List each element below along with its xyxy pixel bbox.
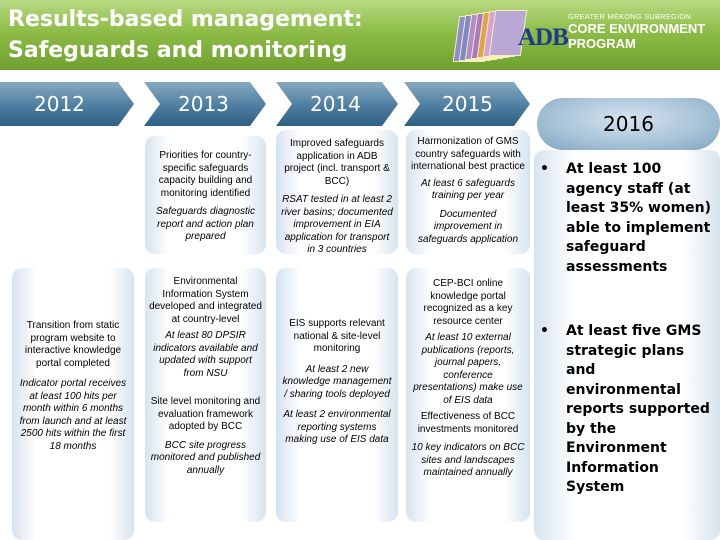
year-label-2014: 2014 xyxy=(310,92,361,116)
page-title: Results-based management: Safeguards and… xyxy=(8,4,363,66)
gms-logo-icon xyxy=(452,10,528,62)
box-2013-bottom: Environmental Information System develop… xyxy=(145,268,266,522)
indicator-2013-bcc-progress: BCC site progress monitored and publishe… xyxy=(150,439,261,476)
milestone-2015-harmonization: Harmonization of GMS country safeguards … xyxy=(411,136,525,172)
milestone-2015-portal: CEP-BCI online knowledge portal recogniz… xyxy=(423,278,513,327)
program-name: GREATER MEKONG SUBREGION CORE ENVIRONMEN… xyxy=(568,12,705,51)
year-label-2016: 2016 xyxy=(603,112,654,136)
box-2015-top: Harmonization of GMS country safeguards … xyxy=(406,130,530,254)
program-line-2: CORE ENVIRONMENT xyxy=(568,21,706,36)
year-badge-2016: 2016 xyxy=(537,98,720,150)
bullet-icon: • xyxy=(540,161,549,177)
milestone-2014-safeguards: Improved safeguards application in ADB p… xyxy=(284,138,390,187)
box-2014-top: Improved safeguards application in ADB p… xyxy=(276,130,398,255)
indicator-2015-improvement: Documented improvement in safeguards app… xyxy=(417,208,519,245)
indicator-2012-hits: Indicator portal receives at least 100 h… xyxy=(19,378,127,452)
box-2013-top: Priorities for country-specific safeguar… xyxy=(145,136,266,254)
year-arrow-2014: 2014 xyxy=(276,82,398,126)
year-arrow-2015: 2015 xyxy=(404,82,530,126)
milestone-2013-eis: Environmental Information System develop… xyxy=(149,276,262,325)
indicator-2015-training: At least 6 safeguards training per year xyxy=(421,177,515,202)
bullet-icon: • xyxy=(540,323,549,339)
year-label-2012: 2012 xyxy=(34,92,85,116)
milestone-2012-portal: Transition from static program website t… xyxy=(24,320,122,369)
indicator-2015-publications: At least 10 external publications (repor… xyxy=(413,332,523,406)
indicator-2014-km-tools: At least 2 new knowledge management / sh… xyxy=(282,363,392,400)
box-2015-bottom: CEP-BCI online knowledge portal recogniz… xyxy=(406,268,530,522)
milestone-2013-priorities: Priorities for country-specific safeguar… xyxy=(158,150,253,199)
title-line-1: Results-based management: xyxy=(8,7,363,32)
target-2016-staff: • At least 100 agency staff (at least 35… xyxy=(540,160,712,277)
target-2016-plans-text: At least five GMS strategic plans and en… xyxy=(566,323,710,495)
year-label-2013: 2013 xyxy=(178,92,229,116)
title-line-2: Safeguards and monitoring xyxy=(8,38,348,63)
year-arrow-2012: 2012 xyxy=(0,82,134,126)
box-2016 xyxy=(534,150,720,540)
indicator-2014-reporting: At least 2 environmental reporting syste… xyxy=(283,409,391,445)
adb-logo: ADB xyxy=(518,24,569,51)
indicator-2014-rsat: RSAT tested in at least 2 river basins; … xyxy=(281,194,393,255)
milestone-2013-site-monitoring: Site level monitoring and evaluation fra… xyxy=(150,396,261,432)
year-arrow-2013: 2013 xyxy=(144,82,266,126)
program-line-1: GREATER MEKONG SUBREGION xyxy=(568,12,692,21)
box-2012: Transition from static program website t… xyxy=(12,268,134,540)
year-label-2015: 2015 xyxy=(442,92,493,116)
box-2014-bottom: EIS supports relevant national & site-le… xyxy=(276,268,398,522)
indicator-2015-key-indicators: 10 key indicators on BCC sites and lands… xyxy=(411,442,525,478)
milestone-2015-bcc-effectiveness: Effectiveness of BCC investments monitor… xyxy=(417,411,519,435)
milestone-2014-eis-monitoring: EIS supports relevant national & site-le… xyxy=(289,318,385,354)
header-bar: Results-based management: Safeguards and… xyxy=(0,0,720,70)
target-2016-staff-text: At least 100 agency staff (at least 35% … xyxy=(566,161,712,275)
target-2016-plans: • At least five GMS strategic plans and … xyxy=(540,322,712,498)
program-line-3: PROGRAM xyxy=(568,36,636,51)
indicator-2013-dpsir: At least 80 DPSIR indicators available a… xyxy=(153,330,258,379)
indicator-2013-diagnostic: Safeguards diagnostic report and action … xyxy=(156,206,255,242)
